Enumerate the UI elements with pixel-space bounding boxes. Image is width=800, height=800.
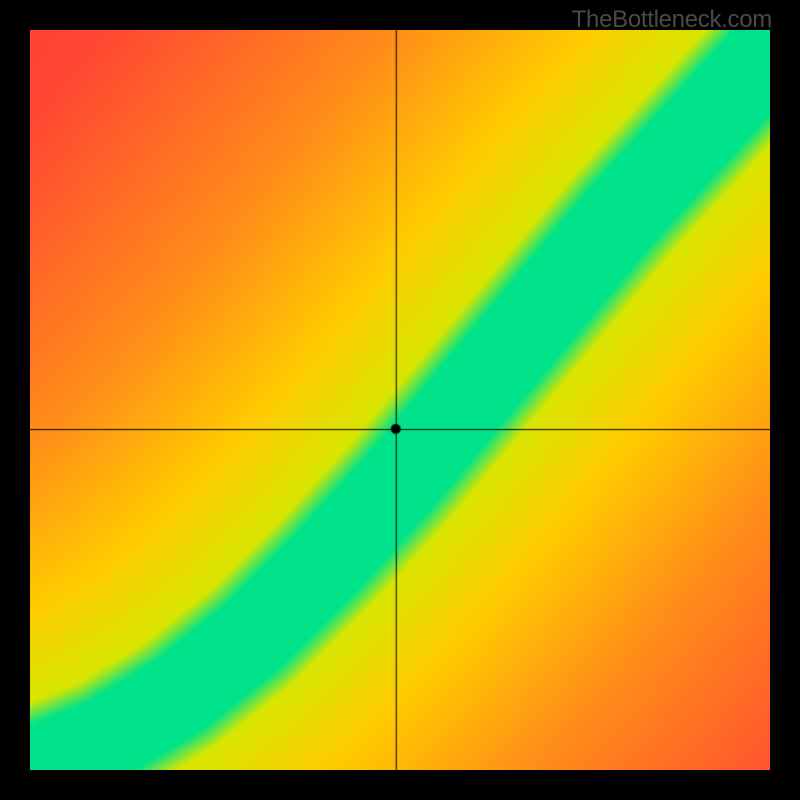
bottleneck-heatmap (30, 30, 770, 770)
